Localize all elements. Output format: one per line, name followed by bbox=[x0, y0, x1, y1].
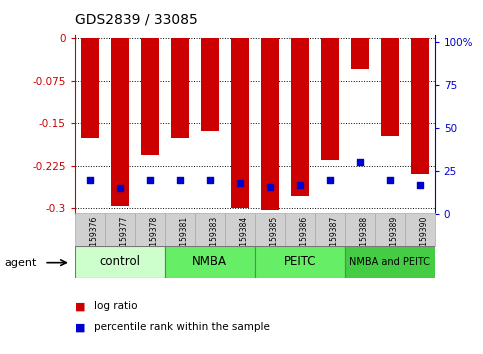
Bar bbox=[75, 213, 105, 246]
Bar bbox=[171, 38, 189, 138]
Text: GSM159376: GSM159376 bbox=[90, 216, 99, 262]
Bar bbox=[165, 213, 195, 246]
Bar bbox=[225, 213, 255, 246]
Bar bbox=[111, 38, 129, 206]
Point bbox=[326, 177, 334, 182]
Bar bbox=[141, 38, 159, 155]
Text: agent: agent bbox=[5, 258, 37, 268]
Text: GSM159384: GSM159384 bbox=[240, 216, 249, 262]
Text: GSM159385: GSM159385 bbox=[270, 216, 279, 262]
Bar bbox=[255, 246, 345, 278]
Bar bbox=[255, 213, 285, 246]
Bar bbox=[105, 213, 135, 246]
Bar bbox=[231, 38, 249, 209]
Text: GSM159381: GSM159381 bbox=[180, 216, 189, 262]
Bar bbox=[291, 38, 309, 196]
Text: percentile rank within the sample: percentile rank within the sample bbox=[94, 322, 270, 332]
Text: GSM159383: GSM159383 bbox=[210, 216, 219, 262]
Text: GSM159386: GSM159386 bbox=[300, 216, 309, 262]
Text: GSM159389: GSM159389 bbox=[390, 216, 399, 262]
Bar bbox=[375, 213, 405, 246]
Bar bbox=[321, 38, 339, 160]
Text: NMBA and PEITC: NMBA and PEITC bbox=[349, 257, 430, 267]
Bar bbox=[135, 213, 165, 246]
Text: GSM159388: GSM159388 bbox=[360, 216, 369, 262]
Text: GSM159377: GSM159377 bbox=[120, 216, 129, 262]
Text: ■: ■ bbox=[75, 322, 85, 332]
Text: GSM159387: GSM159387 bbox=[330, 216, 339, 262]
Text: GDS2839 / 33085: GDS2839 / 33085 bbox=[75, 12, 198, 27]
Bar bbox=[201, 38, 219, 131]
Bar bbox=[75, 246, 165, 278]
Bar bbox=[405, 213, 435, 246]
Point bbox=[116, 185, 124, 191]
Bar bbox=[411, 38, 429, 175]
Bar bbox=[165, 246, 255, 278]
Point bbox=[86, 177, 94, 182]
Point bbox=[206, 177, 213, 182]
Text: PEITC: PEITC bbox=[284, 256, 316, 268]
Bar bbox=[195, 213, 225, 246]
Point bbox=[356, 160, 364, 165]
Text: GSM159390: GSM159390 bbox=[420, 216, 429, 262]
Point bbox=[236, 180, 243, 186]
Bar bbox=[345, 246, 435, 278]
Point bbox=[386, 177, 394, 182]
Point bbox=[146, 177, 154, 182]
Bar bbox=[381, 38, 398, 136]
Bar bbox=[261, 38, 279, 210]
Bar bbox=[285, 213, 315, 246]
Bar bbox=[351, 38, 369, 69]
Text: log ratio: log ratio bbox=[94, 301, 138, 311]
Point bbox=[416, 182, 424, 188]
Bar bbox=[345, 213, 375, 246]
Text: NMBA: NMBA bbox=[192, 256, 227, 268]
Point bbox=[266, 184, 274, 189]
Point bbox=[296, 182, 304, 188]
Text: ■: ■ bbox=[75, 301, 85, 311]
Text: GSM159378: GSM159378 bbox=[150, 216, 159, 262]
Point bbox=[176, 177, 184, 182]
Bar bbox=[315, 213, 345, 246]
Text: control: control bbox=[99, 256, 141, 268]
Bar bbox=[81, 38, 99, 138]
